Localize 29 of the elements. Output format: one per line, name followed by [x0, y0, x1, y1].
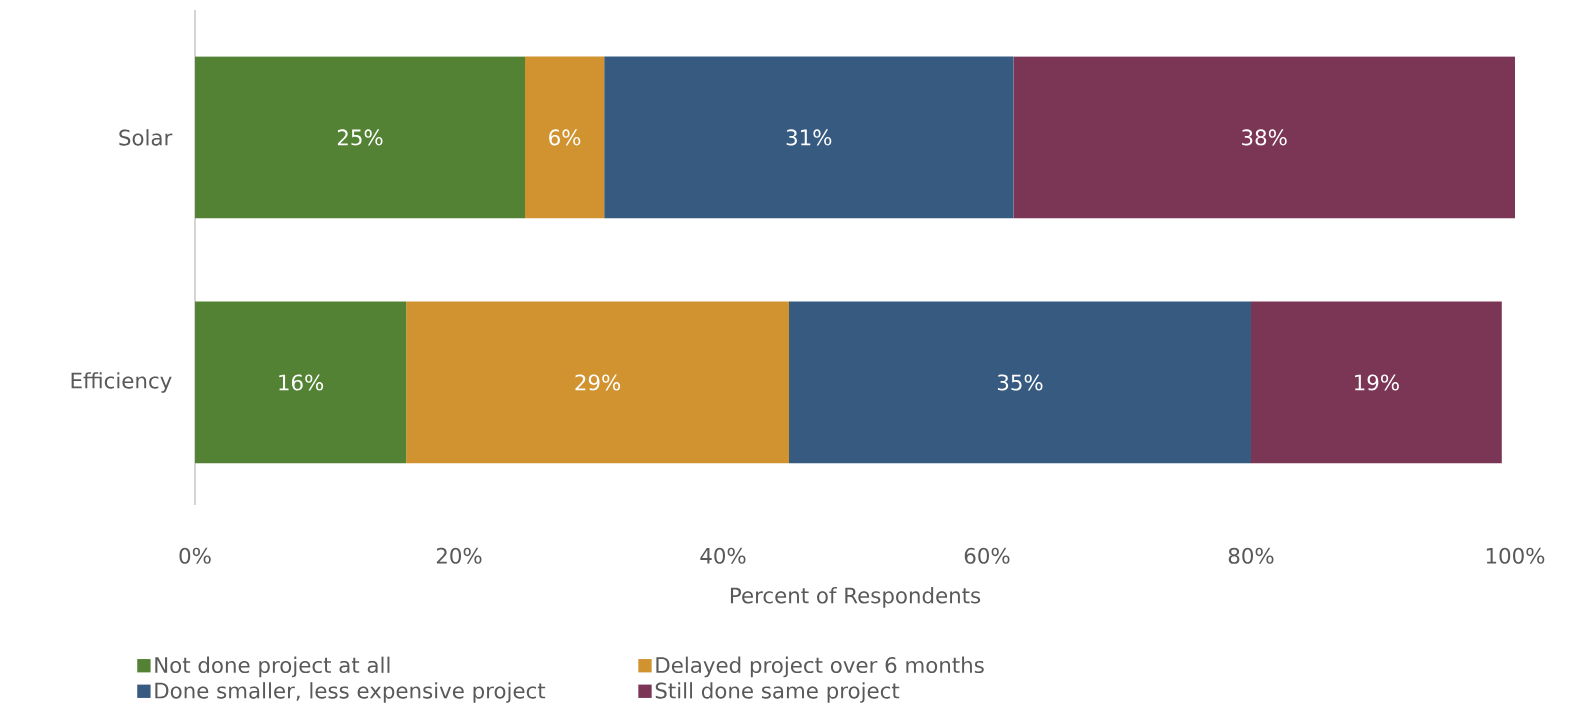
bar [406, 301, 790, 464]
data-label: 29% [575, 374, 621, 391]
x-tick-label: 40% [700, 547, 746, 564]
legend-label: Delayed project over 6 months [656, 656, 984, 678]
legend-label: Still done same project [655, 682, 900, 703]
bar [195, 301, 407, 464]
bar [604, 56, 1014, 219]
data-label: 19% [1355, 374, 1399, 391]
x-tick-label: 20% [436, 547, 482, 564]
x-tick-label: 60% [964, 547, 1010, 564]
x-tick-label: 0% [179, 547, 211, 564]
data-label: 35% [997, 374, 1043, 391]
y-tick-label: Solar [119, 129, 173, 146]
legend-label: Not done project at all [155, 656, 390, 678]
bar [1013, 56, 1515, 219]
data-label: 25% [337, 129, 383, 146]
x-tick-label: 100% [1486, 547, 1545, 564]
data-label: 6% [549, 129, 581, 146]
y-tick-label: Efficiency [71, 372, 172, 393]
x-tick-label: 80% [1228, 547, 1274, 564]
legend-label: Done smaller, less expensive project [155, 682, 546, 703]
bar [195, 56, 526, 219]
data-label: 38% [1242, 129, 1287, 146]
bar [789, 301, 1251, 464]
x-axis-title: Percent of Respondents [730, 587, 981, 608]
bar [1251, 301, 1502, 464]
bar [525, 56, 605, 219]
data-label: 31% [786, 129, 832, 146]
data-label: 16% [279, 374, 324, 391]
